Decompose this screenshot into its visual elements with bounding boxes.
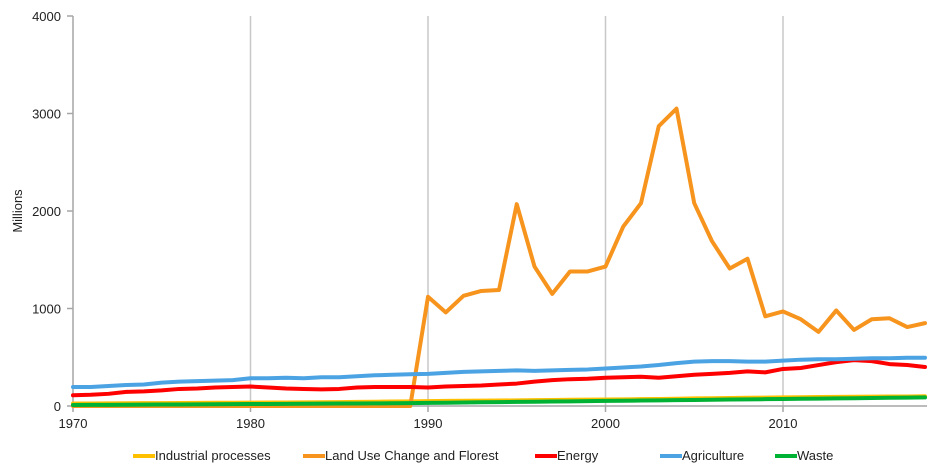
legend-label: Waste: [797, 448, 833, 463]
legend-label: Land Use Change and Florest: [325, 448, 499, 463]
x-tick-label: 2010: [769, 416, 798, 431]
x-tick-label: 2000: [591, 416, 620, 431]
x-tick-label: 1990: [414, 416, 443, 431]
legend-item: Industrial processes: [133, 448, 271, 463]
legend-item: Agriculture: [660, 448, 744, 463]
y-tick-label: 1000: [32, 302, 61, 317]
y-tick-label: 3000: [32, 107, 61, 122]
legend-label: Energy: [557, 448, 599, 463]
x-tick-label: 1970: [59, 416, 88, 431]
grid-lines: [249, 16, 784, 406]
legend-label: Agriculture: [682, 448, 744, 463]
y-axis-title: Millions: [10, 189, 25, 233]
y-tick-label: 4000: [32, 9, 61, 24]
y-tick-label: 0: [54, 399, 61, 414]
series-line-waste: [71, 395, 927, 408]
x-tick-label: 1980: [236, 416, 265, 431]
legend: Industrial processes Land Use Change and …: [133, 448, 833, 463]
y-tick-label: 2000: [32, 204, 61, 219]
series-line-agriculture: [71, 355, 927, 389]
legend-item: Energy: [535, 448, 599, 463]
legend-item: Land Use Change and Florest: [303, 448, 499, 463]
series-lines: [71, 106, 927, 408]
legend-item: Waste: [775, 448, 833, 463]
legend-label: Industrial processes: [155, 448, 271, 463]
series-line-energy: [71, 358, 927, 398]
